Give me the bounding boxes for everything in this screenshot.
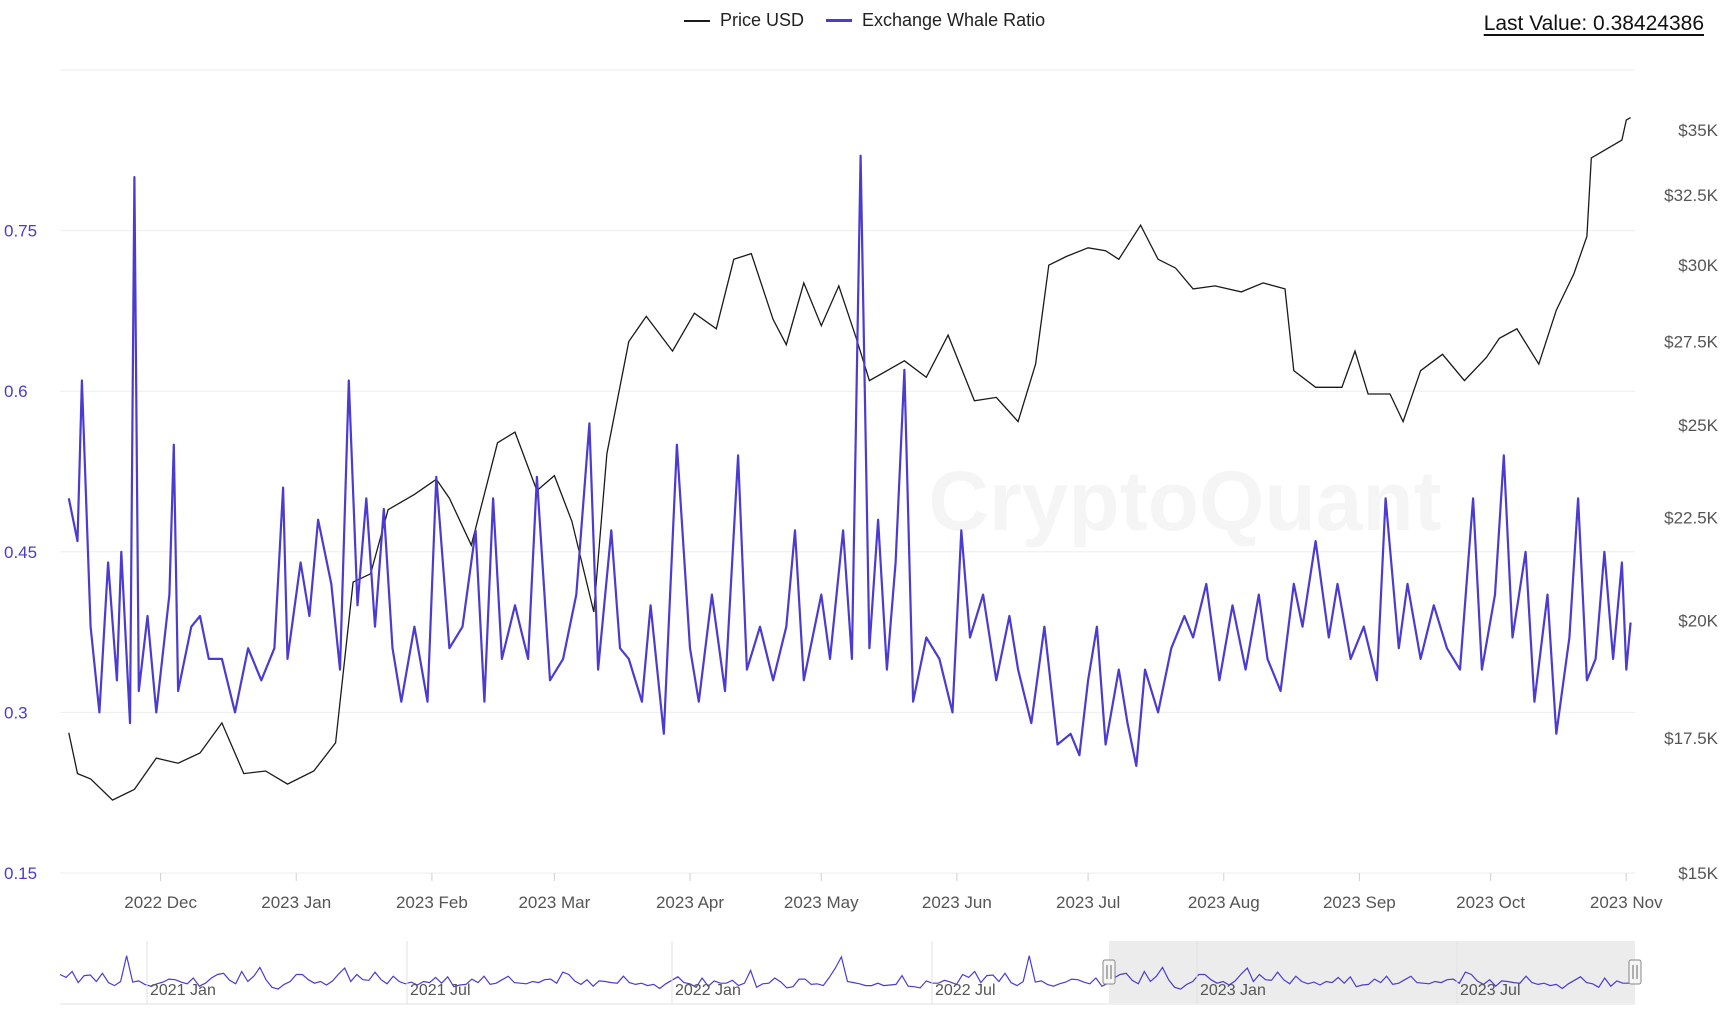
left-tick-label: 0.75	[4, 222, 37, 241]
legend-swatch-price	[684, 19, 710, 22]
right-tick-label: $35K	[1678, 121, 1718, 140]
navigator-selection[interactable]	[1109, 941, 1635, 1003]
x-tick-label: 2022 Dec	[124, 893, 197, 912]
right-tick-label: $17.5K	[1664, 729, 1719, 748]
navigator-handle-left[interactable]	[1102, 959, 1116, 985]
legend-label-price: Price USD	[720, 10, 805, 30]
right-tick-label: $15K	[1678, 864, 1718, 883]
chart-legend: Price USD Exchange Whale Ratio	[0, 10, 1730, 34]
right-tick-label: $32.5K	[1664, 186, 1719, 205]
x-tick-label: 2023 Apr	[656, 893, 724, 912]
right-tick-label: $22.5K	[1664, 508, 1719, 527]
last-value-label: Last Value: 0.38424386	[1483, 12, 1704, 35]
right-tick-label: $27.5K	[1664, 332, 1719, 351]
x-axis: 2022 Dec 2023 Jan 2023 Feb 2023 Mar 2023 Apr…	[124, 873, 1663, 912]
navigator-line	[59, 955, 1636, 990]
left-tick-label: 0.3	[4, 703, 28, 722]
x-tick-label: 2023 Nov	[1590, 893, 1663, 912]
navigator-handle-right[interactable]	[1628, 959, 1642, 985]
right-axis: $15K $17.5K $20K $22.5K $25K $27.5K $30K $32.5K…	[1664, 121, 1719, 883]
x-tick-label: 2023 Jun	[922, 893, 992, 912]
x-tick-label: 2023 Oct	[1456, 893, 1525, 912]
navigator-label: 2023 Jul	[1460, 982, 1521, 999]
navigator-labels: 2021 Jan 2021 Jul 2022 Jan 2022 Jul 2023 Jan…	[146, 941, 1521, 1004]
legend-item-price[interactable]: Price USD	[684, 10, 804, 31]
navigator-label: 2021 Jul	[410, 982, 471, 999]
exchange-whale-ratio-line	[67, 154, 1632, 767]
left-tick-label: 0.6	[4, 382, 28, 401]
navigator-label: 2023 Jan	[1200, 982, 1266, 999]
legend-label-ratio: Exchange Whale Ratio	[862, 10, 1046, 30]
right-tick-label: $25K	[1678, 416, 1718, 435]
x-tick-label: 2023 Jan	[261, 893, 331, 912]
right-tick-label: $30K	[1678, 256, 1718, 275]
left-tick-label: 0.15	[4, 864, 37, 883]
x-tick-label: 2023 Sep	[1323, 893, 1396, 912]
navigator-label: 2022 Jul	[935, 982, 996, 999]
left-axis: 0.15 0.3 0.45 0.6 0.75	[4, 222, 37, 883]
navigator-label: 2021 Jan	[150, 982, 216, 999]
x-tick-label: 2023 Jul	[1056, 893, 1120, 912]
navigator-label: 2022 Jan	[675, 982, 741, 999]
x-tick-label: 2023 Aug	[1188, 893, 1260, 912]
x-tick-label: 2023 May	[784, 893, 859, 912]
x-tick-label: 2023 Feb	[396, 893, 468, 912]
left-tick-label: 0.45	[4, 543, 37, 562]
right-tick-label: $20K	[1678, 612, 1718, 631]
legend-item-ratio[interactable]: Exchange Whale Ratio	[826, 10, 1045, 31]
watermark-text: CryptoQuant	[928, 454, 1441, 548]
price-usd-line	[68, 117, 1631, 801]
legend-swatch-ratio	[826, 19, 852, 22]
navigator[interactable]: 2021 Jan 2021 Jul 2022 Jan 2022 Jul 2023 Jan…	[59, 941, 1642, 1005]
grid-lines	[60, 69, 1635, 874]
x-tick-label: 2023 Mar	[518, 893, 590, 912]
